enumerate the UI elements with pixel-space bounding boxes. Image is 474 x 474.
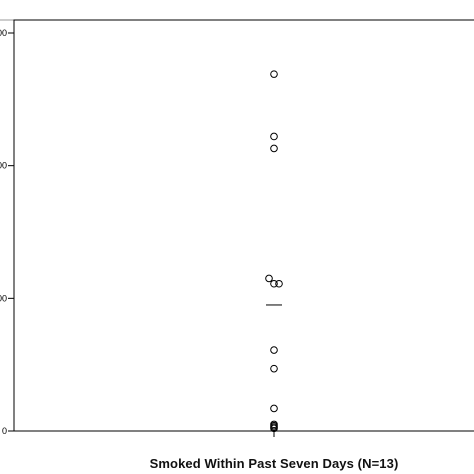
y-tick-label: 00 — [0, 293, 7, 303]
y-tick-label: 0 — [2, 426, 7, 436]
y-tick-label: 00 — [0, 28, 7, 38]
y-axis-ticks: 0000000 — [0, 28, 14, 436]
data-points — [265, 70, 283, 433]
data-point — [270, 364, 278, 373]
plot-frame — [13, 19, 474, 432]
data-point — [270, 346, 278, 354]
data-point — [275, 279, 283, 288]
data-point — [270, 404, 278, 413]
data-point — [270, 279, 278, 288]
data-point — [270, 132, 278, 141]
y-tick-label: 00 — [0, 161, 7, 171]
data-point — [270, 424, 278, 433]
data-point — [270, 144, 278, 153]
data-point — [270, 70, 278, 78]
data-point — [265, 274, 273, 283]
x-axis-label: Smoked Within Past Seven Days (N=13) — [149, 456, 399, 471]
